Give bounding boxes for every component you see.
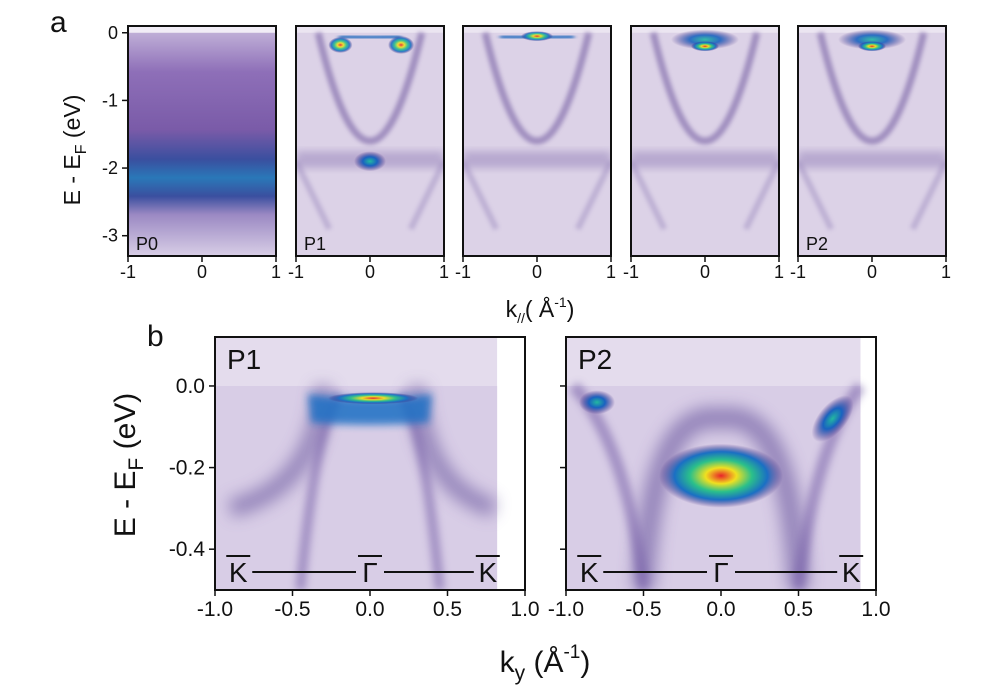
p0-intensity [128, 26, 276, 256]
panel-tag: P1 [227, 344, 261, 375]
x-tick-label: -1 [790, 262, 806, 282]
side-bands [631, 159, 779, 231]
y-tick-label: -2 [102, 158, 118, 178]
path-label: Γ [713, 557, 728, 588]
x-tick-label: 1 [271, 262, 281, 282]
hot-center [691, 41, 719, 52]
panel-tag: P0 [136, 234, 158, 254]
y-tick-label: -1 [102, 90, 118, 110]
top-pocket [671, 29, 739, 50]
gamma-spot [354, 151, 386, 172]
x-tick-label: -1.0 [197, 598, 233, 621]
y-tick-label: -3 [102, 226, 118, 246]
hot-center [521, 31, 553, 42]
arpes-map-2 [463, 26, 611, 256]
path-label: K [580, 557, 599, 588]
side-bands [296, 159, 444, 231]
x-tick-label: 0 [197, 262, 207, 282]
panel-a-ylabel: E - EF (eV) [59, 95, 90, 206]
x-tick-label: -0.5 [274, 598, 310, 621]
side-bands [798, 159, 946, 231]
arpes-map-b0 [215, 337, 498, 590]
x-tick-label: -1 [623, 262, 639, 282]
panel-a-label: a [50, 6, 67, 39]
x-tick-label: -1 [120, 262, 136, 282]
top-arc [338, 32, 402, 42]
hot-center [858, 41, 886, 52]
left-spot [579, 390, 615, 415]
arpes-map-3 [631, 26, 779, 256]
flat-band [463, 151, 611, 169]
x-tick-label: 0 [700, 262, 710, 282]
x-tick-label: -1 [288, 262, 304, 282]
hot-left [328, 36, 353, 53]
x-tick-label: 0.0 [355, 598, 384, 621]
arpes-map-0 [128, 26, 276, 256]
arpes-map-4 [798, 26, 946, 256]
x-tick-label: 0.0 [706, 598, 735, 621]
arpes-map-1 [296, 26, 444, 256]
path-label: K [229, 557, 248, 588]
x-tick-label: -1.0 [548, 598, 584, 621]
x-tick-label: 0 [867, 262, 877, 282]
x-tick-label: 1 [439, 262, 449, 282]
y-tick-label: 0 [108, 23, 118, 43]
x-tick-label: 1 [606, 262, 616, 282]
path-label: K [478, 557, 497, 588]
x-tick-label: 1 [774, 262, 784, 282]
x-tick-label: -1 [455, 262, 471, 282]
x-tick-label: 1.0 [861, 598, 890, 621]
x-tick-label: 0.5 [784, 598, 813, 621]
v-band [816, 31, 928, 145]
path-label: K [842, 557, 861, 588]
right-spot [811, 395, 854, 442]
gamma-pocket [659, 443, 783, 508]
panel-b-xlabel: ky (Å-1) [500, 642, 591, 685]
v-band [649, 31, 761, 145]
flat-band [798, 151, 946, 169]
flat-band [631, 151, 779, 169]
above-fermi [128, 26, 276, 33]
hot-band [328, 392, 419, 405]
x-tick-label: 1 [941, 262, 951, 282]
path-label: Γ [362, 557, 377, 588]
x-tick-label: 0.5 [433, 598, 462, 621]
y-tick-label: -0.2 [169, 457, 205, 480]
panel-b-ylabel: E - EF (eV) [109, 393, 148, 538]
panel-tag: P1 [304, 234, 326, 254]
y-tick-label: -0.4 [169, 538, 206, 561]
x-tick-label: -0.5 [625, 598, 661, 621]
panel-a-xlabel: k//( Å-1) [506, 294, 575, 326]
panel-a-axes: P0-1 0 1P1-1 0 1 -1 0 1 -1 0 1P2-1 0 10-1-2-3 [102, 23, 951, 282]
panel-tag: P2 [578, 344, 612, 375]
panel-b-label: b [147, 320, 164, 353]
panel-b-axes: P1 K Γ K -1.0 -0.5 0.0 0.5 1.0 P2 K Γ K -1.0 -0.5 0.0 0.… [169, 336, 891, 621]
x-tick-label: 1.0 [510, 598, 539, 621]
v-band [481, 31, 593, 145]
hot-right [388, 35, 415, 54]
side-bands [463, 159, 611, 231]
x-tick-label: 0 [532, 262, 542, 282]
dome-band [632, 406, 810, 590]
y-tick-label: 0.0 [176, 375, 205, 398]
top-pocket [838, 29, 906, 50]
panel-tag: P2 [806, 234, 828, 254]
x-tick-label: 0 [365, 262, 375, 282]
v-band [314, 31, 426, 145]
